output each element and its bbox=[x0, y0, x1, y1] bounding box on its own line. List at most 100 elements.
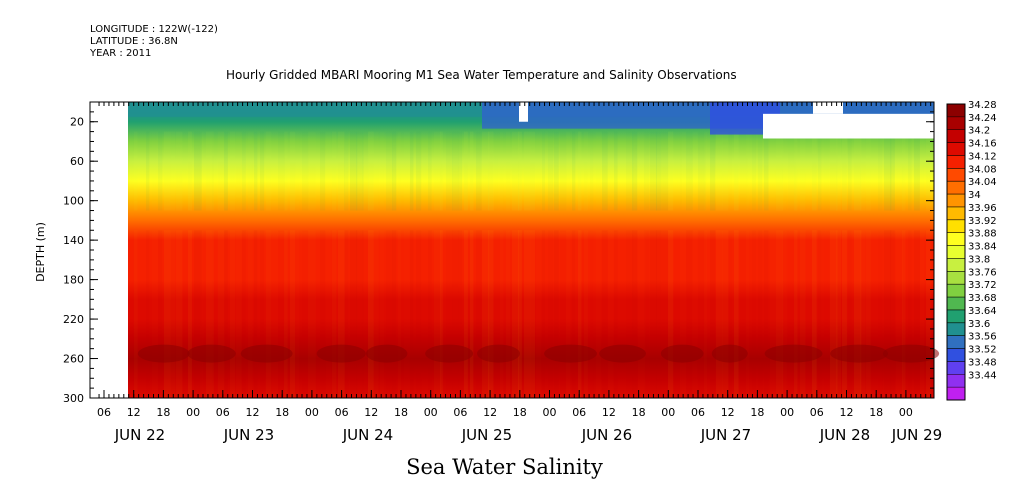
x-hour-tick-label: 06 bbox=[691, 406, 705, 419]
data-gap bbox=[813, 102, 843, 114]
x-hour-tick-label: 00 bbox=[305, 406, 319, 419]
colorbar-swatch bbox=[947, 245, 965, 259]
x-hour-tick-label: 12 bbox=[364, 406, 378, 419]
x-hour-tick-label: 00 bbox=[780, 406, 794, 419]
colorbar-swatch bbox=[947, 348, 965, 362]
colorbar-label: 33.44 bbox=[968, 370, 997, 381]
colorbar-swatch bbox=[947, 129, 965, 144]
y-axis: 20 60 100 140 180 220 260 300 bbox=[63, 111, 934, 405]
colorbar-swatch bbox=[947, 116, 965, 131]
colorbar-label: 33.52 bbox=[968, 345, 997, 356]
y-tick-label: 20 bbox=[70, 116, 84, 129]
x-hour-tick-label: 12 bbox=[721, 406, 735, 419]
x-hour-tick-label: 18 bbox=[156, 406, 170, 419]
x-hour-tick-label: 18 bbox=[750, 406, 764, 419]
x-hour-tick-label: 12 bbox=[483, 406, 497, 419]
x-hour-tick-label: 06 bbox=[335, 406, 349, 419]
colorbar-swatch bbox=[947, 374, 965, 388]
x-day-label: JUN 24 bbox=[342, 426, 393, 444]
colorbar-swatch bbox=[947, 232, 965, 247]
colorbar-label: 33.48 bbox=[968, 357, 997, 368]
colorbar-frame bbox=[946, 103, 966, 401]
colorbar-swatch bbox=[947, 104, 965, 118]
y-tick-label: 300 bbox=[63, 392, 84, 405]
colorbar-label: 33.88 bbox=[968, 229, 997, 240]
y-tick-label: 180 bbox=[63, 274, 84, 287]
colorbar-label: 34.08 bbox=[968, 164, 997, 175]
y-tick-label: 220 bbox=[63, 313, 84, 326]
colorbar-swatch bbox=[947, 297, 965, 311]
colorbar-swatch bbox=[947, 322, 965, 337]
colorbar-swatch bbox=[947, 155, 965, 169]
x-hour-tick-label: 06 bbox=[97, 406, 111, 419]
x-hour-tick-label: 00 bbox=[186, 406, 200, 419]
colorbar-swatch bbox=[947, 361, 965, 375]
deep-maximum-band bbox=[137, 344, 940, 363]
x-hour-tick-label: 18 bbox=[513, 406, 527, 419]
colorbar-swatch bbox=[947, 181, 965, 195]
x-day-label: JUN 26 bbox=[581, 426, 632, 444]
x-hour-tick-label: 18 bbox=[275, 406, 289, 419]
latitude-label: LATITUDE : 36.8N bbox=[90, 36, 178, 47]
data-gap bbox=[763, 113, 934, 139]
colorbar-label: 34.04 bbox=[968, 177, 997, 188]
colorbar-swatch bbox=[947, 258, 965, 272]
colorbar-swatch bbox=[947, 219, 965, 234]
colorbar-label: 33.8 bbox=[968, 254, 990, 265]
y-axis-label: DEPTH (m) bbox=[34, 222, 47, 282]
colorbar-label: 34.24 bbox=[968, 113, 997, 124]
x-hour-tick-label: 12 bbox=[246, 406, 260, 419]
x-day-label: JUN 29 bbox=[891, 426, 942, 444]
x-hour-tick-label: 06 bbox=[216, 406, 230, 419]
x-hour-tick-label: 00 bbox=[899, 406, 913, 419]
x-hour-tick-label: 00 bbox=[543, 406, 557, 419]
y-tick-label: 260 bbox=[63, 353, 84, 366]
colorbar-label: 34.12 bbox=[968, 151, 997, 162]
data-gap bbox=[519, 102, 528, 122]
x-hour-tick-label: 12 bbox=[602, 406, 616, 419]
colorbar-label: 34 bbox=[968, 190, 981, 201]
x-day-label: JUN 27 bbox=[700, 426, 751, 444]
x-day-label: JUN 25 bbox=[461, 426, 512, 444]
colorbar-label: 33.68 bbox=[968, 293, 997, 304]
salinity-variation bbox=[134, 131, 931, 398]
x-hour-tick-label: 18 bbox=[869, 406, 883, 419]
year-label: YEAR : 2011 bbox=[90, 48, 152, 59]
y-tick-label: 60 bbox=[70, 155, 84, 168]
colorbar-label: 34.16 bbox=[968, 139, 997, 150]
colorbar-swatch bbox=[947, 309, 965, 324]
colorbar-label: 33.6 bbox=[968, 319, 990, 330]
colorbar-label: 34.28 bbox=[968, 100, 997, 111]
colorbar-label: 33.92 bbox=[968, 216, 997, 227]
colorbar-swatch bbox=[947, 335, 965, 350]
colorbar-label: 33.96 bbox=[968, 203, 997, 214]
chart-footer-title: Sea Water Salinity bbox=[406, 455, 603, 479]
x-day-label: JUN 22 bbox=[114, 426, 165, 444]
x-hour-tick-label: 12 bbox=[840, 406, 854, 419]
x-hour-tick-label: 18 bbox=[632, 406, 646, 419]
x-hour-tick-label: 06 bbox=[453, 406, 467, 419]
colorbar-swatch bbox=[947, 206, 965, 221]
x-day-label: JUN 23 bbox=[223, 426, 274, 444]
colorbar-swatch bbox=[947, 194, 965, 208]
colorbar-label: 33.72 bbox=[968, 280, 997, 291]
colorbar-label: 33.84 bbox=[968, 242, 997, 253]
colorbar-swatch bbox=[947, 284, 965, 298]
metadata-block: LONGITUDE : 122W(-122) LATITUDE : 36.8N … bbox=[90, 24, 218, 60]
colorbar-swatch bbox=[947, 387, 965, 401]
plot-title: Hourly Gridded MBARI Mooring M1 Sea Wate… bbox=[226, 68, 737, 82]
colorbar-label: 33.56 bbox=[968, 332, 997, 343]
plot-area bbox=[89, 101, 940, 399]
colorbar-label: 34.2 bbox=[968, 126, 990, 137]
colorbar-swatch bbox=[947, 271, 965, 285]
x-hour-tick-label: 00 bbox=[424, 406, 438, 419]
y-tick-label: 100 bbox=[63, 195, 84, 208]
longitude-label: LONGITUDE : 122W(-122) bbox=[90, 24, 218, 35]
colorbar-label: 33.64 bbox=[968, 306, 997, 317]
colorbar-swatch bbox=[947, 168, 965, 182]
x-axis: 06 12 18 00 06 12 18 00 06 12 18 00 06 12 18 00 06 12 18 00… bbox=[97, 102, 942, 444]
x-hour-tick-label: 06 bbox=[810, 406, 824, 419]
x-hour-tick-label: 00 bbox=[661, 406, 675, 419]
